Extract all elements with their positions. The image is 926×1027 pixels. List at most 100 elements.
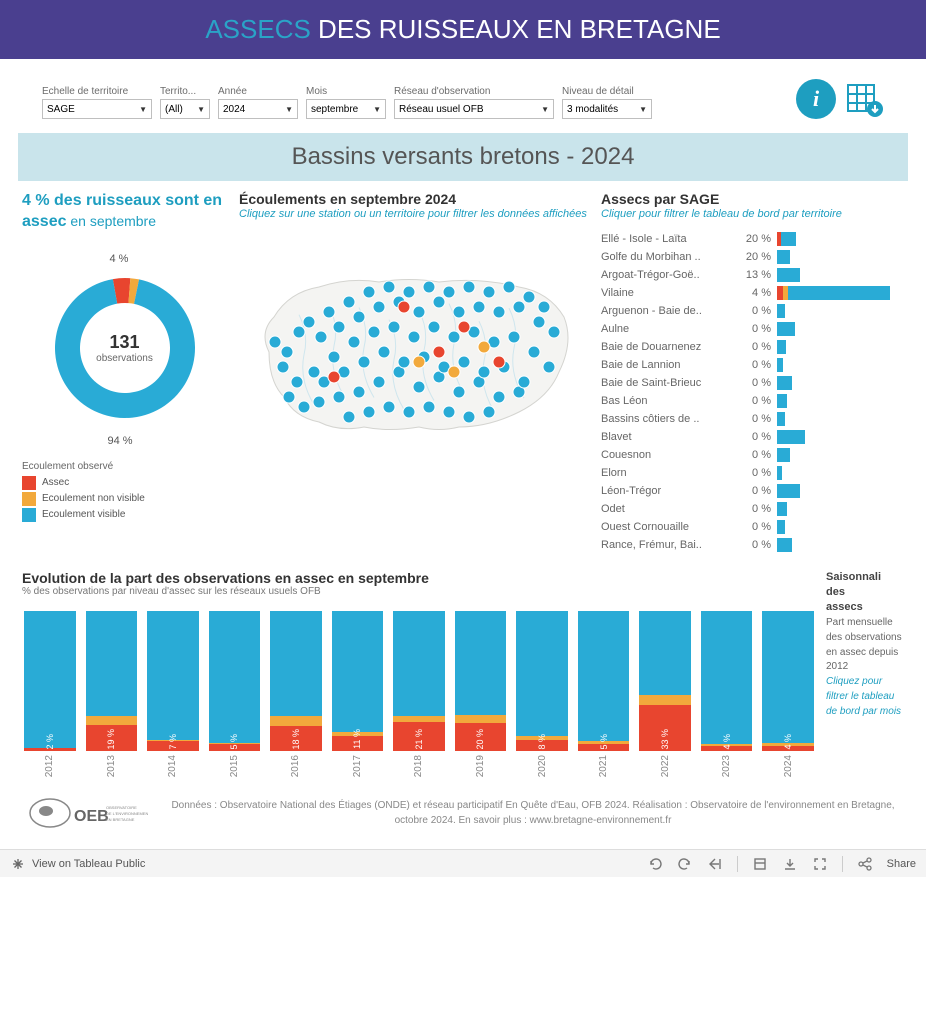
revert-icon[interactable] [707, 856, 723, 872]
sage-row[interactable]: Bas Léon 0 % [601, 392, 904, 410]
station-point[interactable] [363, 406, 375, 418]
bar-column[interactable]: 2 % 2012 [24, 611, 76, 777]
station-point[interactable] [328, 371, 340, 383]
station-point[interactable] [398, 356, 410, 368]
station-point[interactable] [478, 341, 490, 353]
station-point[interactable] [473, 301, 485, 313]
bar-column[interactable]: 19 % 2013 [86, 611, 138, 777]
bar-column[interactable]: 5 % 2015 [209, 611, 261, 777]
station-point[interactable] [383, 281, 395, 293]
sage-row[interactable]: Ellé - Isole - Laïta 20 % [601, 230, 904, 248]
download-table-icon[interactable] [844, 79, 884, 119]
info-icon[interactable]: i [796, 79, 836, 119]
station-point[interactable] [358, 356, 370, 368]
bar-column[interactable]: 8 % 2020 [516, 611, 568, 777]
station-point[interactable] [443, 406, 455, 418]
station-point[interactable] [293, 326, 305, 338]
legend-item[interactable]: Assec [22, 476, 227, 490]
share-icon[interactable] [857, 856, 873, 872]
station-point[interactable] [313, 396, 325, 408]
station-point[interactable] [373, 301, 385, 313]
station-point[interactable] [388, 321, 400, 333]
sage-row[interactable]: Ouest Cornouaille 0 % [601, 518, 904, 536]
bar-column[interactable]: 4 % 2024 [762, 611, 814, 777]
reset-icon[interactable] [752, 856, 768, 872]
station-point[interactable] [458, 356, 470, 368]
station-point[interactable] [428, 321, 440, 333]
station-point[interactable] [373, 376, 385, 388]
station-point[interactable] [368, 326, 380, 338]
bar-column[interactable]: 21 % 2018 [393, 611, 445, 777]
station-point[interactable] [269, 336, 281, 348]
station-point[interactable] [423, 401, 435, 413]
station-point[interactable] [383, 401, 395, 413]
view-on-tableau[interactable]: View on Tableau Public [32, 858, 145, 870]
redo-icon[interactable] [677, 856, 693, 872]
station-point[interactable] [413, 306, 425, 318]
legend-item[interactable]: Ecoulement non visible [22, 492, 227, 506]
station-point[interactable] [538, 301, 550, 313]
station-point[interactable] [291, 376, 303, 388]
station-point[interactable] [433, 346, 445, 358]
sage-row[interactable]: Aulne 0 % [601, 320, 904, 338]
station-point[interactable] [513, 301, 525, 313]
station-point[interactable] [503, 281, 515, 293]
station-point[interactable] [518, 376, 530, 388]
tableau-logo-icon[interactable] [10, 856, 26, 872]
sage-row[interactable]: Léon-Trégor 0 % [601, 482, 904, 500]
station-point[interactable] [281, 346, 293, 358]
station-point[interactable] [413, 381, 425, 393]
bar-column[interactable]: 11 % 2017 [332, 611, 384, 777]
station-point[interactable] [433, 296, 445, 308]
station-point[interactable] [493, 391, 505, 403]
station-point[interactable] [448, 331, 460, 343]
sage-row[interactable]: Baie de Douarnenez 0 % [601, 338, 904, 356]
sage-row[interactable]: Baie de Saint-Brieuc 0 % [601, 374, 904, 392]
station-point[interactable] [403, 286, 415, 298]
station-point[interactable] [353, 311, 365, 323]
station-point[interactable] [493, 306, 505, 318]
station-point[interactable] [277, 361, 289, 373]
station-point[interactable] [483, 406, 495, 418]
station-point[interactable] [508, 331, 520, 343]
legend-item[interactable]: Ecoulement visible [22, 508, 227, 522]
station-point[interactable] [483, 286, 495, 298]
donut-chart[interactable]: 131 observations 4 % 94 % [40, 263, 210, 433]
share-label[interactable]: Share [887, 858, 916, 870]
sage-row[interactable]: Elorn 0 % [601, 464, 904, 482]
station-point[interactable] [408, 331, 420, 343]
station-point[interactable] [453, 386, 465, 398]
station-point[interactable] [308, 366, 320, 378]
sage-row[interactable]: Odet 0 % [601, 500, 904, 518]
bar-column[interactable]: 7 % 2014 [147, 611, 199, 777]
station-point[interactable] [458, 321, 470, 333]
station-point[interactable] [353, 386, 365, 398]
sage-row[interactable]: Rance, Frémur, Bai.. 0 % [601, 536, 904, 554]
sage-row[interactable]: Golfe du Morbihan .. 20 % [601, 248, 904, 266]
fullscreen-icon[interactable] [812, 856, 828, 872]
sage-row[interactable]: Couesnon 0 % [601, 446, 904, 464]
station-point[interactable] [363, 286, 375, 298]
station-point[interactable] [303, 316, 315, 328]
station-point[interactable] [403, 406, 415, 418]
bar-column[interactable]: 5 % 2021 [578, 611, 630, 777]
station-point[interactable] [463, 411, 475, 423]
filter-select[interactable]: (All)▼ [160, 99, 210, 119]
station-point[interactable] [333, 321, 345, 333]
station-point[interactable] [413, 356, 425, 368]
station-point[interactable] [283, 391, 295, 403]
filter-select[interactable]: SAGE▼ [42, 99, 152, 119]
evolution-bars[interactable]: 2 % 2012 19 % 2013 7 % 2014 5 % 201 [22, 607, 816, 777]
filter-select[interactable]: 2024▼ [218, 99, 298, 119]
sage-row[interactable]: Bassins côtiers de .. 0 % [601, 410, 904, 428]
station-point[interactable] [328, 351, 340, 363]
station-point[interactable] [453, 306, 465, 318]
sage-row[interactable]: Vilaine 4 % [601, 284, 904, 302]
station-point[interactable] [478, 366, 490, 378]
station-point[interactable] [548, 326, 560, 338]
filter-select[interactable]: septembre▼ [306, 99, 386, 119]
bar-column[interactable]: 18 % 2016 [270, 611, 322, 777]
station-point[interactable] [463, 281, 475, 293]
station-point[interactable] [348, 336, 360, 348]
undo-icon[interactable] [647, 856, 663, 872]
